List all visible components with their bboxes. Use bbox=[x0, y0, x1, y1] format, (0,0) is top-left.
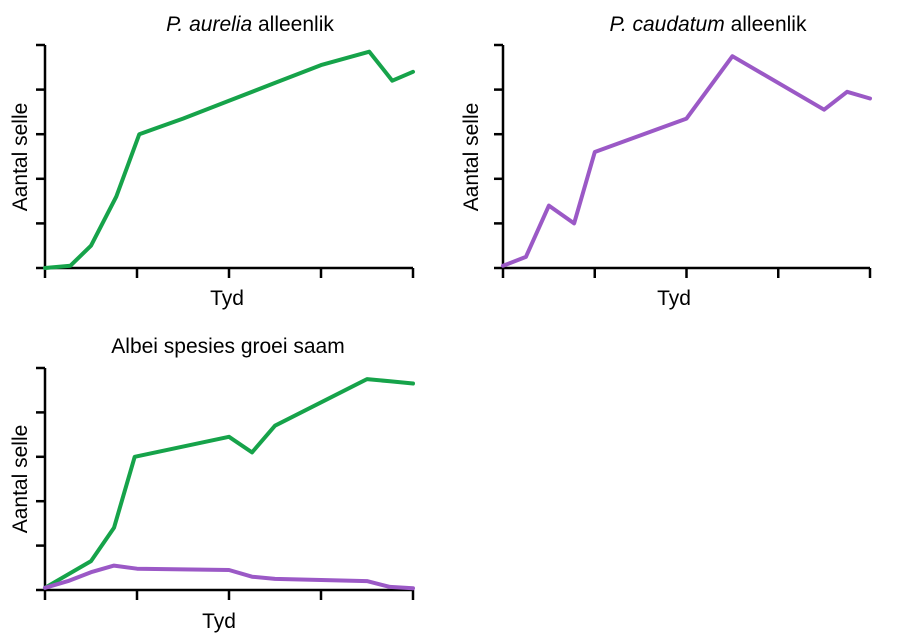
y-axis-label: Aantal selle bbox=[460, 103, 483, 212]
chart-panel-caudatum: P. caudatum alleenlik Aantal selle Tyd bbox=[460, 13, 872, 310]
plot-area bbox=[36, 366, 415, 600]
plot-area bbox=[36, 43, 415, 278]
chart-panel-combined: Albei spesies groei saam Aantal selle Ty… bbox=[9, 335, 415, 633]
x-axis-label: Tyd bbox=[202, 610, 236, 633]
y-axis-label: Aantal selle bbox=[9, 425, 32, 534]
y-axis-label: Aantal selle bbox=[9, 103, 32, 212]
chart-panel-aurelia: P. aurelia alleenlik Aantal selle Tyd bbox=[9, 13, 415, 310]
series-line-caudatum bbox=[43, 563, 415, 591]
series-line-caudatum bbox=[501, 54, 872, 268]
chart-title: Albei spesies groei saam bbox=[111, 335, 344, 358]
series-line-aurelia bbox=[43, 49, 415, 270]
plot-area bbox=[494, 43, 872, 278]
series-line-aurelia bbox=[43, 377, 415, 590]
chart-title: P. aurelia alleenlik bbox=[166, 13, 334, 36]
x-axis-label: Tyd bbox=[210, 287, 244, 310]
chart-title: P. caudatum alleenlik bbox=[610, 13, 807, 36]
x-axis-label: Tyd bbox=[657, 287, 691, 310]
